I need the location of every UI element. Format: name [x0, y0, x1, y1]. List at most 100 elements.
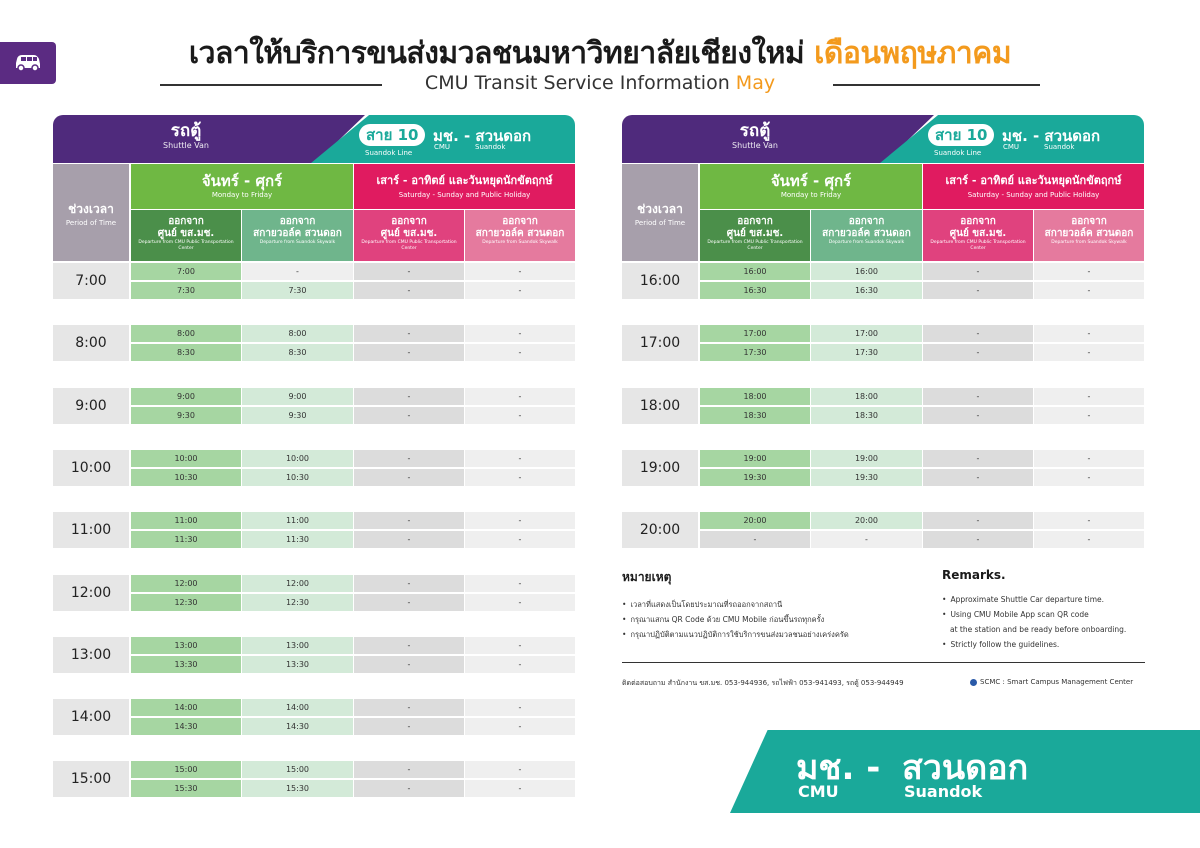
weekend-from-suandok: ออกจาก สกายวอล์ค สวนดอก Departure from Sua… [465, 210, 575, 261]
line-badge: สาย 10 [928, 124, 995, 146]
schedule-cell: 9:30 [242, 406, 353, 424]
schedule-cell: 17:00 [811, 325, 922, 343]
remarks-title-th: หมายเหตุ [622, 570, 672, 584]
schedule-cell: - [354, 387, 464, 405]
schedule-panel-right: รถตู้ Shuttle Van สาย 10 Suandok Line มช… [622, 115, 1144, 549]
schedule-cell: - [465, 593, 575, 611]
subtitle-month: May [735, 72, 776, 94]
schedule-cell: 11:00 [242, 512, 353, 530]
title-text: เวลาให้บริการขนส่งมวลชนมหาวิทยาลัยเชียงใ… [188, 36, 805, 71]
schedule-cell: 20:00 [700, 512, 810, 530]
schedule-cell: 16:00 [811, 263, 922, 280]
schedule-cell: 17:30 [700, 344, 810, 362]
van-label: รถตู้ [739, 121, 771, 141]
schedule-cell: 10:30 [131, 468, 241, 486]
banner-suandok-en: Suandok [904, 782, 983, 801]
schedule-cell: - [465, 449, 575, 467]
schedule-cell: 18:00 [811, 387, 922, 405]
schedule-cell: 12:30 [131, 593, 241, 611]
schedule-cell: - [1034, 263, 1144, 280]
remarks-thai: หมายเหตุ เวลาที่แสดงเป็นโดยประมาณที่รถออ… [622, 568, 849, 642]
schedule-cell: - [923, 531, 1033, 549]
route-suandok-en: Suandok [1044, 143, 1075, 151]
hour-label: 7:00 [53, 263, 129, 299]
weekday-header: จันทร์ - ศุกร์ Monday to Friday [131, 164, 353, 209]
hour-label: 17:00 [622, 325, 698, 362]
line-badge: สาย 10 [359, 124, 426, 146]
schedule-cell: 17:00 [700, 325, 810, 343]
schedule-cell: 11:30 [131, 531, 241, 549]
weekend-from-cmu: ออกจาก ศูนย์ ขส.มช. Departure from CMU Pub… [923, 210, 1033, 261]
remark-item: เวลาที่แสดงเป็นโดยประมาณที่รถออกจากสถานี [622, 597, 849, 612]
remarks-english: Remarks. Approximate Shuttle Car departu… [942, 568, 1126, 652]
schedule-cell: - [923, 406, 1033, 424]
schedule-cell: 14:30 [242, 718, 353, 736]
time-group: 8:00 8:00 8:00- -8:30 8:30- - [53, 325, 575, 362]
schedule-cell: - [465, 699, 575, 717]
schedule-cell: - [923, 263, 1033, 280]
schedule-cell: 13:00 [131, 636, 241, 654]
schedule-cell: 12:00 [242, 574, 353, 592]
weekday-from-suandok: ออกจาก สกายวอล์ค สวนดอก Departure from Sua… [811, 210, 922, 261]
schedule-cell: 13:30 [242, 655, 353, 673]
weekend-header: เสาร์ - อาทิตย์ และวันหยุดนักขัตฤกษ์ Sat… [354, 164, 575, 209]
schedule-cell: - [465, 780, 575, 798]
hour-label: 8:00 [53, 325, 129, 362]
hour-label: 10:00 [53, 449, 129, 486]
schedule-cell: 19:30 [811, 468, 922, 486]
schedule-cell: - [354, 344, 464, 362]
van-label-en: Shuttle Van [731, 141, 778, 150]
route-name: มช. - สวนดอก [1002, 127, 1101, 145]
time-group: 19:00 19:00 19:00- -19:30 19:30- - [622, 449, 1144, 486]
schedule-cell: - [465, 468, 575, 486]
hour-label: 11:00 [53, 512, 129, 549]
schedule-cell: - [465, 512, 575, 530]
schedule-cell: 9:30 [131, 406, 241, 424]
schedule-cell: - [465, 574, 575, 592]
time-group: 14:00 14:00 14:00- -14:30 14:30- - [53, 699, 575, 736]
van-label: รถตู้ [170, 121, 202, 141]
title-rule-left [160, 84, 382, 86]
time-group: 9:00 9:00 9:00- -9:30 9:30- - [53, 387, 575, 424]
schedule-cell: - [1034, 531, 1144, 549]
schedule-cell: 16:30 [700, 282, 810, 299]
info-icon [970, 678, 977, 686]
schedule-cell: - [354, 699, 464, 717]
schedule-panel-left: รถตู้ Shuttle Van สาย 10 Suandok Line มช… [53, 115, 575, 798]
scmc-credit: SCMC : Smart Campus Management Center [970, 678, 1133, 686]
schedule-cell: 20:00 [811, 512, 922, 530]
page-subtitle: CMU Transit Service Information May [0, 72, 1200, 94]
schedule-cell: 10:30 [242, 468, 353, 486]
line-name-en: Suandok Line [365, 149, 413, 157]
schedule-cell: 17:30 [811, 344, 922, 362]
remark-item: at the station and be ready before onboa… [950, 625, 1127, 634]
schedule-cell: - [1034, 344, 1144, 362]
weekday-from-cmu: ออกจาก ศูนย์ ขส.มช. Departure from CMU Pub… [700, 210, 810, 261]
schedule-cell: 8:00 [242, 325, 353, 343]
schedule-cell: 18:30 [811, 406, 922, 424]
schedule-cell: 19:00 [811, 449, 922, 467]
schedule-cell: - [465, 263, 575, 280]
weekday-from-cmu: ออกจาก ศูนย์ ขส.มช. Departure from CMU Pub… [131, 210, 241, 261]
title-rule-right [833, 84, 1040, 86]
schedule-cell: - [923, 325, 1033, 343]
time-group: 17:00 17:00 17:00- -17:30 17:30- - [622, 325, 1144, 362]
schedule-cell: - [354, 531, 464, 549]
van-label-en: Shuttle Van [162, 141, 209, 150]
schedule-cell: - [465, 387, 575, 405]
schedule-cell: - [354, 468, 464, 486]
weekday-from-suandok: ออกจาก สกายวอล์ค สวนดอก Departure from Sua… [242, 210, 353, 261]
time-group: 12:00 12:00 12:00- -12:30 12:30- - [53, 574, 575, 611]
subtitle-text: CMU Transit Service Information [424, 72, 730, 94]
schedule-cell: 12:00 [131, 574, 241, 592]
schedule-cell: - [1034, 325, 1144, 343]
banner-cmu-th: มช. - [796, 748, 881, 788]
schedule-cell: - [354, 282, 464, 299]
time-group: 16:00 16:00 16:00- -16:30 16:30- - [622, 263, 1144, 299]
schedule-cell: - [1034, 387, 1144, 405]
column-header: ช่วงเวลา Period of Time จันทร์ - ศุกร์ M… [622, 164, 1144, 261]
schedule-cell: 18:00 [700, 387, 810, 405]
schedule-cell: 14:00 [242, 699, 353, 717]
route-suandok-en: Suandok [475, 143, 506, 151]
time-group: 18:00 18:00 18:00- -18:30 18:30- - [622, 387, 1144, 424]
